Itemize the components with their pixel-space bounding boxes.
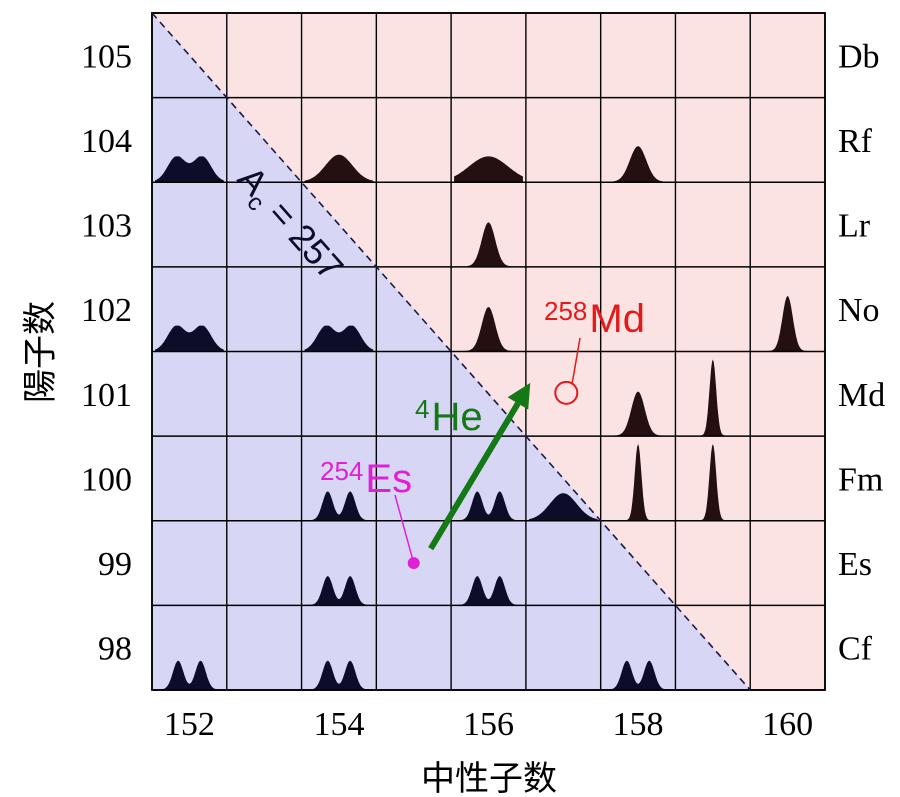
element-label: Db [838, 38, 880, 75]
distribution-N158-Z101 [603, 391, 673, 436]
distribution-N154-Z102 [304, 325, 374, 351]
distribution-N158-Z100 [603, 444, 673, 521]
distribution-N159-Z100 [678, 444, 748, 521]
distribution-N154-Z99 [304, 576, 374, 605]
distribution-N154-Z100 [304, 491, 374, 521]
y-tick-label: 102 [81, 292, 132, 329]
element-label: Cf [838, 631, 873, 668]
element-label: Md [838, 377, 885, 414]
distribution-N154-Z98 [304, 660, 374, 690]
x-tick-label: 154 [313, 706, 364, 743]
x-tick-label: 160 [762, 706, 813, 743]
element-labels: Db Rf Lr No Md Fm Es Cf [838, 38, 885, 667]
y-tick-label: 104 [81, 123, 132, 160]
target-leader [394, 494, 415, 564]
distribution-N156-Z103 [454, 222, 523, 267]
x-axis-label: 中性子数 [421, 759, 557, 797]
y-tick-label: 105 [81, 38, 132, 75]
distribution-N159-Z101 [678, 359, 748, 436]
distribution-N156-Z102 [454, 307, 523, 351]
projectile-arrowhead [507, 382, 531, 410]
element-label: Lr [838, 208, 871, 245]
distribution-N156-Z99 [454, 576, 523, 605]
grid [151, 12, 826, 691]
y-tick-label: 101 [81, 377, 132, 414]
y-tick-label: 99 [98, 546, 132, 583]
distribution-N158-Z104 [603, 146, 673, 182]
axis-ticks: 152 154 156 158 160 98 99 100 101 102 103 104 105 [81, 38, 813, 743]
fission-distributions [155, 146, 822, 690]
distribution-N160-Z102 [753, 296, 822, 351]
projectile-label: 4He [415, 394, 483, 439]
element-label: Fm [838, 461, 883, 498]
plot-frame [151, 12, 826, 691]
distribution-N152-Z102 [155, 325, 224, 351]
x-tick-label: 152 [164, 706, 215, 743]
target-marker [407, 557, 420, 570]
projectile-arrow [428, 401, 521, 551]
element-label: Es [838, 546, 872, 583]
distribution-N156-Z100 [454, 491, 523, 521]
x-tick-label: 156 [463, 706, 514, 743]
target-label: 254Es [320, 456, 412, 501]
distribution-N152-Z104 [155, 156, 224, 182]
distribution-N154-Z104 [304, 154, 374, 182]
x-tick-label: 158 [613, 706, 664, 743]
distribution-N157-Z100 [528, 493, 598, 521]
y-tick-label: 103 [81, 208, 132, 245]
boundary-line [151, 12, 751, 691]
distribution-N152-Z98 [155, 660, 224, 690]
y-tick-label: 100 [81, 461, 132, 498]
product-label: 258Md [544, 296, 645, 341]
y-tick-label: 98 [98, 631, 132, 668]
product-marker [554, 380, 579, 405]
element-label: Rf [838, 123, 873, 160]
product-leader [571, 337, 581, 383]
distribution-N156-Z104 [454, 156, 523, 182]
y-axis-label: 陽子数 [21, 301, 61, 403]
distribution-N158-Z98 [603, 660, 673, 690]
element-label: No [838, 292, 880, 329]
